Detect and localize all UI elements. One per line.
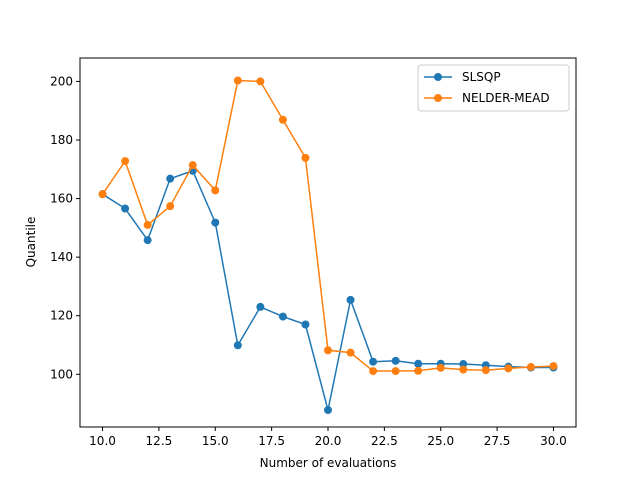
data-point-slsqp [143,236,152,245]
data-point-nelder-mead [233,76,242,85]
data-point-nelder-mead [278,115,287,124]
y-tick-label: 160 [50,192,73,206]
y-axis-ticks: 100 120 140 160 180 200 [50,74,80,381]
data-point-nelder-mead [414,366,423,375]
data-point-slsqp [301,320,310,329]
legend-marker-slsqp [434,73,442,81]
legend-box [417,64,570,112]
legend-label-slsqp: SLSQP [462,70,501,84]
y-tick-label: 200 [50,74,73,88]
x-tick-label: 22.5 [371,434,398,448]
y-tick-label: 180 [50,133,73,147]
legend: SLSQP NELDER-MEAD [417,64,570,112]
data-point-nelder-mead [504,364,513,373]
data-point-nelder-mead [256,77,265,86]
data-point-nelder-mead [369,367,378,376]
x-tick-label: 25.0 [427,434,454,448]
data-point-slsqp [278,312,287,321]
data-point-nelder-mead [188,161,197,170]
data-point-slsqp [414,359,423,368]
x-axis-label: Number of evaluations [260,456,397,470]
data-point-slsqp [369,357,378,366]
x-tick-label: 15.0 [202,434,229,448]
data-point-nelder-mead [391,367,400,376]
data-point-nelder-mead [436,363,445,372]
data-point-nelder-mead [166,202,175,211]
x-tick-label: 12.5 [146,434,173,448]
data-point-slsqp [121,204,130,213]
data-point-nelder-mead [301,153,310,162]
legend-marker-nelder-mead [434,94,442,102]
data-point-nelder-mead [346,348,355,357]
y-tick-label: 140 [50,250,73,264]
data-point-nelder-mead [526,362,535,371]
data-point-nelder-mead [98,190,107,199]
data-point-slsqp [256,302,265,311]
data-point-slsqp [211,218,220,227]
data-point-nelder-mead [324,346,332,355]
data-point-nelder-mead [459,365,468,374]
x-tick-label: 20.0 [315,434,342,448]
data-point-nelder-mead [211,186,220,195]
data-point-slsqp [391,356,400,365]
legend-label-nelder-mead: NELDER-MEAD [462,91,550,105]
x-tick-label: 30.0 [540,434,567,448]
x-axis-ticks: 10.0 12.5 15.0 17.5 20.0 22.5 25.0 27.5 30.0 [89,427,567,448]
data-point-slsqp [346,295,355,304]
y-axis-label: Quantile [24,217,38,268]
data-point-nelder-mead [143,220,152,229]
x-tick-label: 17.5 [258,434,285,448]
y-tick-label: 120 [50,309,73,323]
data-point-nelder-mead [481,366,490,375]
data-point-nelder-mead [549,362,558,371]
data-point-slsqp [166,174,175,183]
series-layer [98,76,558,415]
data-point-slsqp [233,341,242,350]
data-point-slsqp [324,406,332,415]
data-point-nelder-mead [121,157,130,166]
y-tick-label: 100 [50,367,73,381]
x-tick-label: 10.0 [89,434,116,448]
data-point-slsqp [459,360,468,369]
plot-area [80,58,576,427]
x-tick-label: 27.5 [484,434,511,448]
